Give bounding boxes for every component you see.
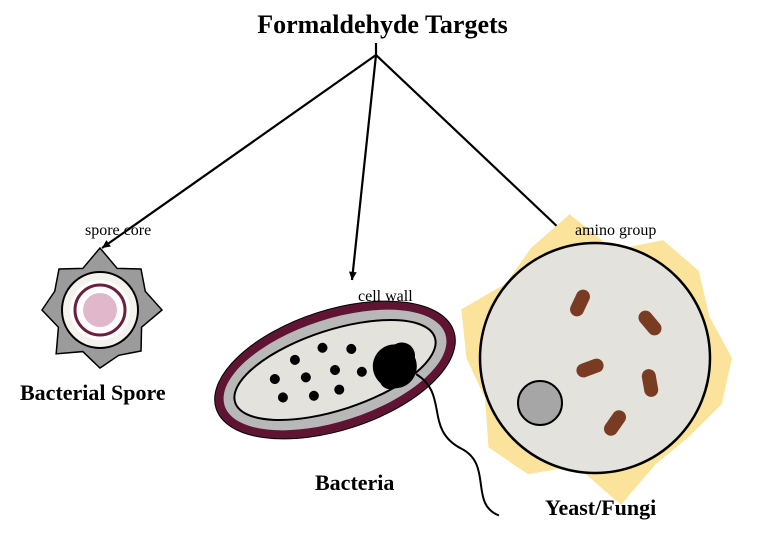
annotation-spore-core: spore core [85,222,151,240]
label-bacterial-spore: Bacterial Spore [20,380,166,406]
diagram-canvas [0,0,765,541]
yeast-fungi-icon [461,214,732,505]
bacterial-spore-icon [42,248,162,368]
diagram-stage: Formaldehyde Targets spore core cell wal… [0,0,765,541]
annotation-cell-wall: cell wall [358,288,413,306]
label-yeast-fungi: Yeast/Fungi [545,495,656,521]
annotation-amino-group: amino group [575,222,656,240]
label-bacteria: Bacteria [315,470,394,496]
